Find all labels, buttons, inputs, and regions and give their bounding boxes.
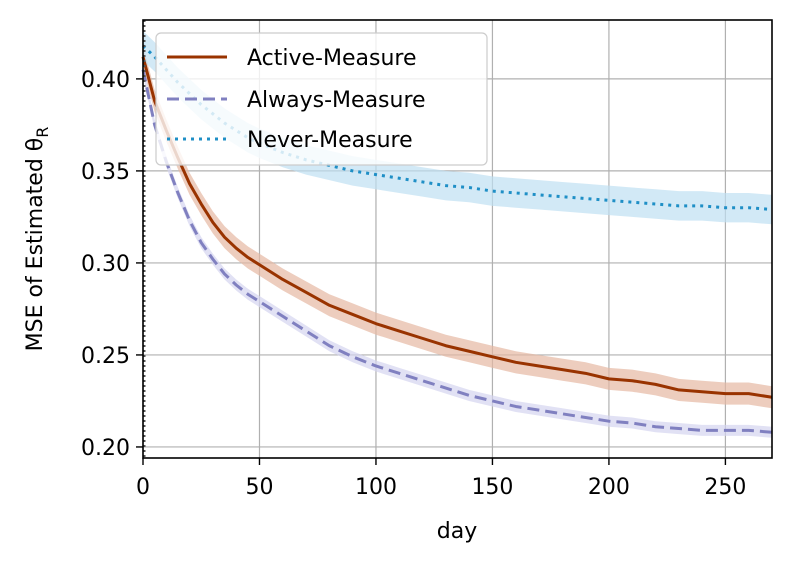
legend-box — [155, 32, 488, 166]
plot-frame — [142, 19, 773, 459]
x-tick-label: 50 — [245, 475, 273, 500]
x-tick-label: 250 — [704, 475, 746, 500]
line-active-measure — [141, 56, 773, 399]
y-axis-label: MSE of Estimated θR — [23, 127, 52, 352]
y-tick-label: 0.25 — [81, 344, 130, 369]
series-lines — [141, 44, 773, 434]
y-axis-label-subscript: R — [33, 127, 52, 138]
y-tick-label: 0.20 — [81, 436, 130, 461]
x-tick-label: 0 — [136, 475, 150, 500]
line-always-measure — [141, 69, 773, 434]
axis-ticks: 0 50 100 150 200 250 0.20 0.25 0.30 0.35 0.40 — [81, 68, 746, 500]
y-tick-label: 0.40 — [81, 68, 130, 93]
y-tick-label: 0.35 — [81, 160, 130, 185]
y-tick-label: 0.30 — [81, 252, 130, 277]
x-tick-label: 200 — [588, 475, 630, 500]
legend-label-never-measure: Never-Measure — [247, 128, 413, 153]
y-axis-label-main: MSE of Estimated θ — [23, 138, 48, 352]
x-axis-label: day — [437, 519, 477, 544]
x-tick-label: 150 — [471, 475, 513, 500]
legend-label-always-measure: Always-Measure — [247, 88, 426, 113]
legend: Active-Measure Always-Measure Never-Meas… — [155, 32, 488, 166]
line-never-measure — [141, 44, 773, 212]
x-tick-label: 100 — [355, 475, 397, 500]
legend-label-active-measure: Active-Measure — [247, 46, 417, 71]
